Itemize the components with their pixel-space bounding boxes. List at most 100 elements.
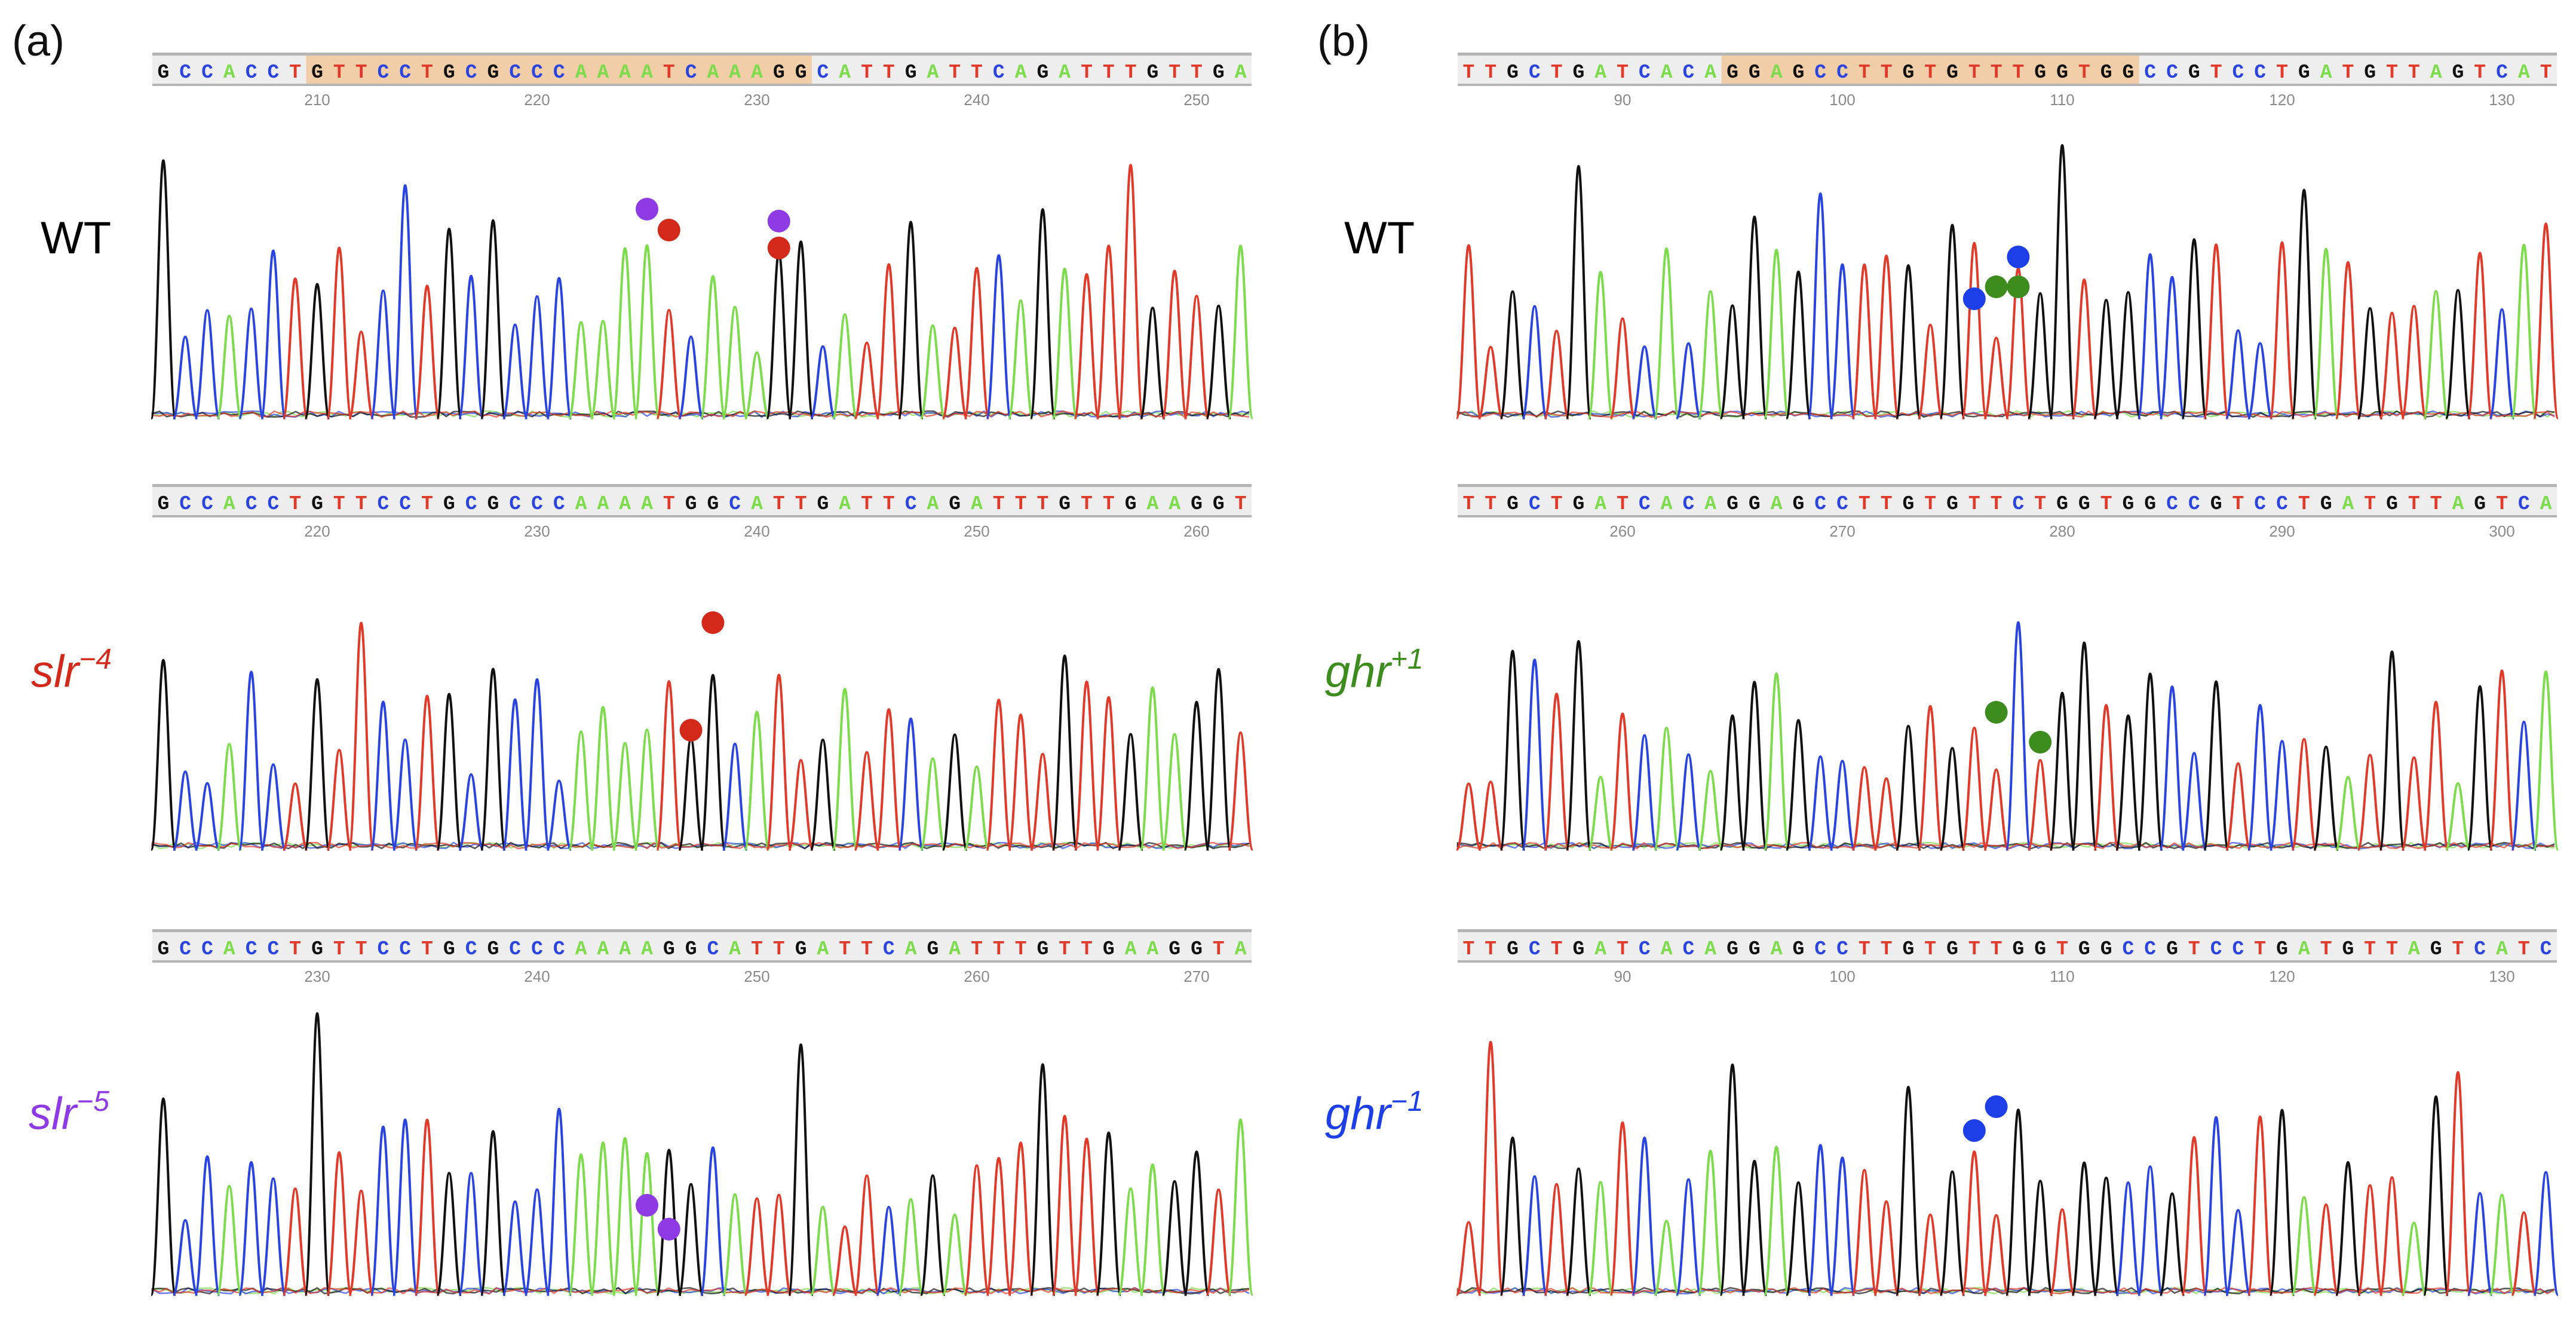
- peak-C: [2225, 329, 2252, 419]
- base-letter: T: [2056, 938, 2068, 960]
- peak-G: [1029, 1063, 1056, 1296]
- position-tick-label: 240: [964, 91, 989, 109]
- base-letter: C: [2496, 62, 2508, 84]
- base-letter: T: [289, 938, 301, 960]
- base-letter: T: [1968, 493, 1980, 515]
- base-letter: T: [1881, 62, 1893, 84]
- genotype-name: ghr: [1325, 646, 1391, 697]
- base-letter: G: [2364, 62, 2376, 84]
- peak-C: [260, 763, 287, 851]
- peak-C: [1521, 658, 1548, 851]
- base-letter: A: [223, 493, 235, 515]
- peak-G: [480, 219, 507, 419]
- peak-C: [391, 1118, 419, 1296]
- base-letter: T: [1103, 62, 1115, 84]
- peak-G: [1499, 650, 1526, 851]
- position-tick-label: 280: [2049, 522, 2075, 540]
- sequence-bar-top-rule: [152, 53, 1252, 56]
- genotype-name: WT: [1344, 213, 1415, 264]
- peak-A: [633, 1151, 661, 1296]
- peak-C: [171, 770, 199, 851]
- base-letter: T: [1125, 62, 1137, 84]
- position-tick-label: 220: [524, 91, 550, 109]
- base-letter: T: [1485, 62, 1496, 84]
- peak-C: [260, 249, 287, 419]
- base-letter: G: [2078, 938, 2090, 960]
- mutation-marker-dot: [679, 719, 703, 742]
- sequence-bar: [152, 484, 1252, 517]
- mutation-marker-dot: [657, 1218, 680, 1241]
- peak-C: [809, 345, 836, 419]
- sequence-bar: [152, 929, 1252, 963]
- peak-C: [2181, 752, 2208, 851]
- peak-A: [941, 1213, 968, 1296]
- peak-G: [2005, 1108, 2032, 1296]
- peak-C: [875, 1205, 903, 1296]
- peak-A: [1007, 299, 1034, 419]
- peak-C: [391, 739, 419, 851]
- peak-A: [963, 765, 990, 851]
- position-tick-label: 250: [964, 522, 989, 540]
- base-letter: C: [1682, 62, 1694, 84]
- base-letter: C: [1836, 62, 1848, 84]
- position-tick-label: 120: [2269, 91, 2295, 109]
- peak-A: [1653, 727, 1680, 851]
- base-letter: T: [2254, 938, 2266, 960]
- base-letter: C: [1814, 938, 1826, 960]
- peak-C: [458, 773, 484, 851]
- base-letter: T: [1081, 493, 1093, 515]
- base-letter: A: [751, 62, 763, 84]
- base-letter: T: [2430, 493, 2442, 515]
- base-letter: T: [1485, 938, 1496, 960]
- base-letter: C: [246, 938, 257, 960]
- base-letter: T: [421, 62, 433, 84]
- base-letter: A: [619, 493, 631, 515]
- base-letter: A: [2518, 62, 2530, 84]
- peak-C: [1631, 345, 1658, 419]
- peak-G: [436, 1172, 463, 1296]
- base-letter: T: [971, 938, 983, 960]
- base-letter: A: [1146, 938, 1158, 960]
- base-letter: A: [641, 938, 653, 960]
- peak-A: [1697, 290, 1724, 419]
- base-letter: A: [575, 938, 587, 960]
- base-letter: A: [1661, 493, 1673, 515]
- mutation-marker-dot: [2007, 275, 2030, 298]
- peak-T: [1873, 1200, 1900, 1296]
- base-letter: G: [1749, 938, 1761, 960]
- base-letter: C: [2012, 493, 2024, 515]
- peak-T: [1095, 244, 1123, 419]
- base-letter: T: [1462, 938, 1474, 960]
- peak-C: [1807, 755, 1834, 851]
- peak-G: [677, 1183, 704, 1296]
- base-letter: A: [1235, 62, 1247, 84]
- peak-T: [875, 708, 903, 851]
- mutation-marker-dot: [1985, 1095, 2008, 1118]
- peak-C: [985, 254, 1013, 419]
- base-letter: T: [2518, 938, 2530, 960]
- base-letter: G: [927, 938, 939, 960]
- peak-C: [194, 309, 221, 419]
- peak-T: [2026, 759, 2054, 851]
- genotype-label-ghr+1: ghr+1: [1325, 644, 1424, 697]
- peak-A: [1161, 733, 1188, 851]
- base-letter: G: [2452, 62, 2464, 84]
- base-letter: A: [597, 938, 609, 960]
- sequence-bar-top-rule: [152, 484, 1252, 487]
- peak-T: [831, 1225, 858, 1296]
- peak-A: [590, 706, 617, 851]
- base-letter: T: [663, 493, 675, 515]
- peak-A: [1117, 1187, 1144, 1296]
- base-letter: T: [1924, 493, 1936, 515]
- sequence-bar-top-rule: [1458, 53, 2557, 56]
- peak-C: [1521, 305, 1548, 419]
- base-letter: T: [289, 493, 301, 515]
- peak-G: [150, 159, 177, 419]
- base-letter: T: [1924, 938, 1936, 960]
- base-letter: G: [1125, 493, 1137, 515]
- base-letter: G: [1036, 938, 1048, 960]
- peak-G: [2203, 680, 2230, 851]
- base-letter: G: [2100, 938, 2112, 960]
- base-letter: T: [1081, 62, 1093, 84]
